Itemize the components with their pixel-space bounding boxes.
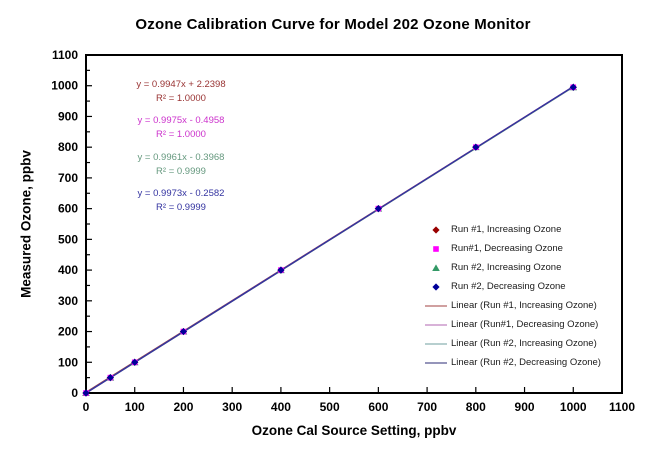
legend-label: Linear (Run #1, Increasing Ozone) <box>451 300 597 311</box>
equation-r-squared: R² = 1.0000 <box>156 92 206 104</box>
x-tick-label: 800 <box>466 400 486 414</box>
legend-triangle-icon <box>425 262 447 274</box>
legend-entry: Linear (Run #2, Increasing Ozone) <box>425 334 601 353</box>
x-tick-label: 1100 <box>609 400 635 414</box>
y-tick-label: 0 <box>71 386 78 400</box>
y-tick-label: 900 <box>58 109 78 123</box>
legend-label: Linear (Run #2, Decreasing Ozone) <box>451 357 601 368</box>
x-tick-label: 200 <box>173 400 193 414</box>
legend-entry: Linear (Run #1, Increasing Ozone) <box>425 296 601 315</box>
legend-label: Linear (Run #2, Increasing Ozone) <box>451 338 597 349</box>
x-tick-label: 600 <box>368 400 388 414</box>
legend-square-icon <box>425 243 447 255</box>
legend-entry: Linear (Run#1, Decreasing Ozone) <box>425 315 601 334</box>
trendline-equation: y = 0.9973x - 0.2582 R² = 0.9999 <box>120 187 242 214</box>
equation-formula: y = 0.9973x - 0.2582 <box>137 188 225 199</box>
marker-diamond <box>277 266 285 274</box>
legend-entry: Run#1, Decreasing Ozone <box>425 239 601 258</box>
y-tick-label: 1100 <box>52 48 78 62</box>
legend-diamond-icon <box>425 224 447 236</box>
x-tick-label: 1000 <box>560 400 587 414</box>
legend-label: Linear (Run#1, Decreasing Ozone) <box>451 319 599 330</box>
legend-label: Run #2, Increasing Ozone <box>451 262 562 273</box>
marker-diamond <box>374 205 382 213</box>
x-axis-title: Ozone Cal Source Setting, ppbv <box>251 423 457 438</box>
x-tick-label: 0 <box>83 400 90 414</box>
legend-entry: Run #1, Increasing Ozone <box>425 220 601 239</box>
x-tick-label: 100 <box>125 400 145 414</box>
marker-diamond <box>106 374 114 382</box>
equation-formula: y = 0.9961x - 0.3968 <box>137 152 225 163</box>
y-axis-title: Measured Ozone, ppbv <box>18 150 34 298</box>
y-tick-label: 1000 <box>51 79 78 93</box>
marker-diamond <box>131 358 139 366</box>
x-tick-label: 900 <box>515 400 535 414</box>
marker-diamond <box>569 83 577 91</box>
x-tick-label: 300 <box>222 400 242 414</box>
marker-triangle <box>432 263 440 271</box>
y-tick-label: 300 <box>58 294 78 308</box>
marker-diamond <box>82 389 90 397</box>
equation-formula: y = 0.9947x + 2.2398 <box>136 79 226 90</box>
equation-r-squared: R² = 0.9999 <box>156 201 206 213</box>
x-tick-label: 700 <box>417 400 437 414</box>
trendline-equation: y = 0.9947x + 2.2398 R² = 1.0000 <box>120 78 242 105</box>
y-tick-label: 400 <box>58 263 78 277</box>
legend-entry: Run #2, Increasing Ozone <box>425 258 601 277</box>
legend-label: Run#1, Decreasing Ozone <box>451 243 563 254</box>
legend-entry: Linear (Run #2, Decreasing Ozone) <box>425 353 601 372</box>
y-tick-label: 200 <box>58 325 78 339</box>
legend-line-swatch <box>425 319 447 331</box>
legend-line-swatch <box>425 338 447 350</box>
equation-r-squared: R² = 1.0000 <box>156 128 206 140</box>
equation-formula: y = 0.9975x - 0.4958 <box>137 115 225 126</box>
legend-label: Run #1, Increasing Ozone <box>451 224 562 235</box>
legend: Run #1, Increasing Ozone Run#1, Decreasin… <box>425 220 601 372</box>
y-tick-label: 100 <box>58 355 78 369</box>
trendline-equation: y = 0.9961x - 0.3968 R² = 0.9999 <box>120 151 242 178</box>
equation-r-squared: R² = 0.9999 <box>156 165 206 177</box>
legend-label: Run #2, Decreasing Ozone <box>451 281 566 292</box>
x-tick-label: 500 <box>320 400 340 414</box>
legend-entry: Run #2, Decreasing Ozone <box>425 277 601 296</box>
y-tick-label: 500 <box>58 232 78 246</box>
y-tick-label: 600 <box>58 202 78 216</box>
trendline-equation: y = 0.9975x - 0.4958 R² = 1.0000 <box>120 114 242 141</box>
legend-diamond-icon <box>425 281 447 293</box>
y-tick-label: 800 <box>58 140 78 154</box>
chart-title: Ozone Calibration Curve for Model 202 Oz… <box>135 16 531 33</box>
y-tick-label: 700 <box>58 171 78 185</box>
legend-line-swatch <box>425 300 447 312</box>
marker-diamond <box>179 327 188 336</box>
x-tick-label: 400 <box>271 400 291 414</box>
marker-diamond <box>472 143 480 151</box>
trendline <box>85 86 574 394</box>
marker-square <box>433 245 439 252</box>
legend-line-swatch <box>425 357 447 369</box>
marker-diamond <box>432 225 440 234</box>
marker-diamond <box>432 282 440 291</box>
